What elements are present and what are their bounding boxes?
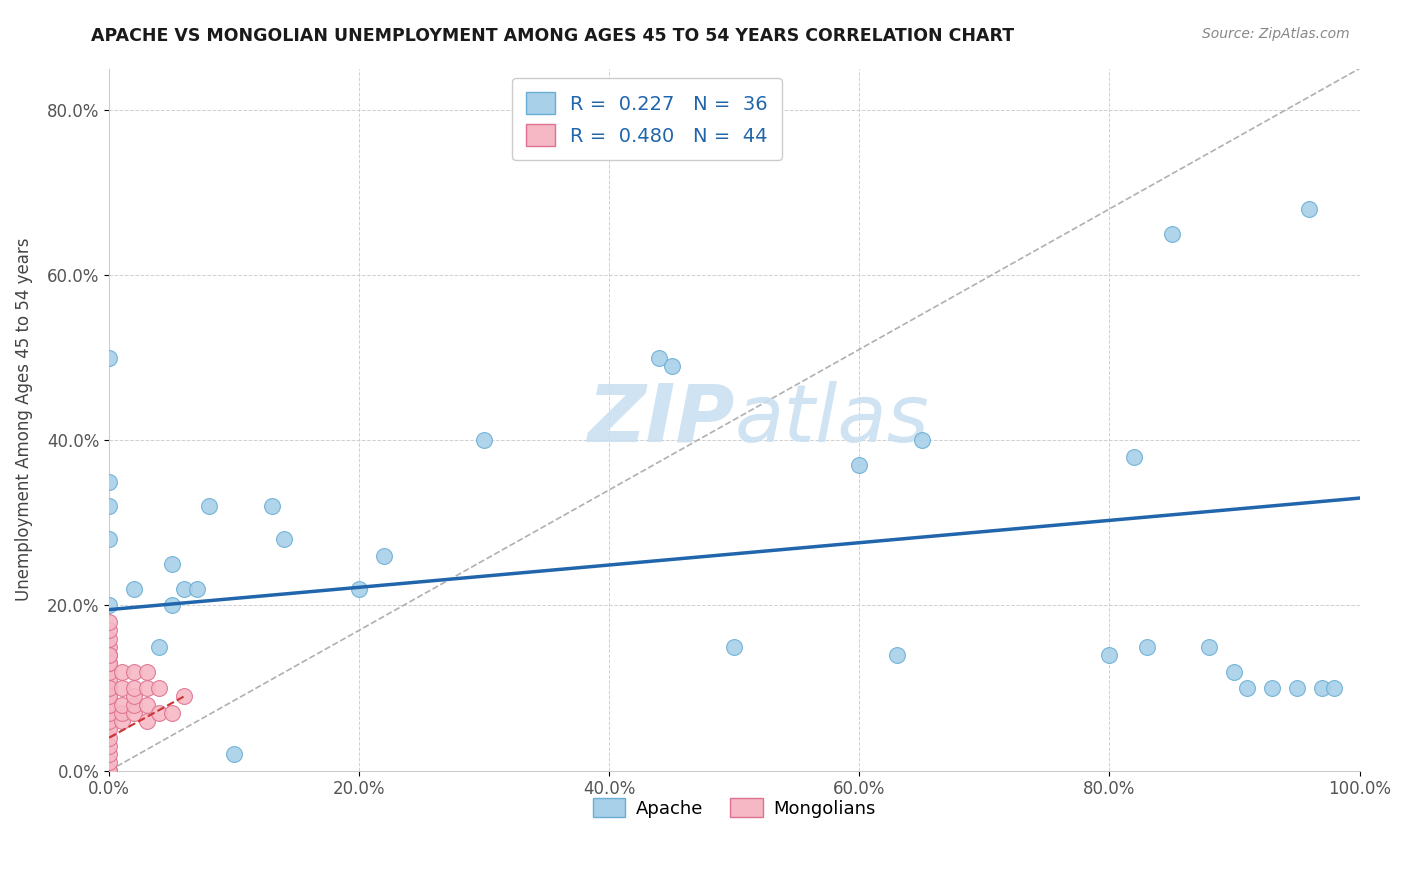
Point <box>1198 640 1220 654</box>
Point <box>1298 202 1320 216</box>
Point <box>98 681 121 695</box>
Point <box>98 681 121 695</box>
Text: Source: ZipAtlas.com: Source: ZipAtlas.com <box>1202 27 1350 41</box>
Point <box>98 351 121 365</box>
Point <box>98 690 121 704</box>
Point <box>1236 681 1258 695</box>
Point <box>98 475 121 489</box>
Point <box>472 434 495 448</box>
Point <box>122 582 145 596</box>
Point <box>98 648 121 662</box>
Point <box>110 681 132 695</box>
Point <box>98 764 121 778</box>
Point <box>110 665 132 679</box>
Point <box>198 500 221 514</box>
Point <box>648 351 671 365</box>
Point <box>886 648 908 662</box>
Point <box>98 624 121 638</box>
Point <box>135 714 157 728</box>
Point <box>98 756 121 770</box>
Text: atlas: atlas <box>734 381 929 458</box>
Point <box>122 681 145 695</box>
Point <box>160 557 183 571</box>
Point <box>1223 665 1246 679</box>
Point <box>98 731 121 745</box>
Point <box>911 434 934 448</box>
Point <box>260 500 283 514</box>
Point <box>98 500 121 514</box>
Point <box>98 673 121 687</box>
Point <box>98 764 121 778</box>
Point <box>661 359 683 373</box>
Point <box>122 698 145 712</box>
Point <box>122 665 145 679</box>
Point <box>122 706 145 720</box>
Point <box>98 723 121 737</box>
Point <box>1310 681 1333 695</box>
Point <box>1098 648 1121 662</box>
Point <box>224 747 246 761</box>
Point <box>1123 450 1146 464</box>
Point <box>98 706 121 720</box>
Point <box>98 533 121 547</box>
Point <box>373 549 395 563</box>
Point <box>1285 681 1308 695</box>
Point <box>110 706 132 720</box>
Point <box>98 632 121 646</box>
Point <box>98 615 121 629</box>
Point <box>1136 640 1159 654</box>
Point <box>98 698 121 712</box>
Point <box>98 698 121 712</box>
Point <box>148 640 170 654</box>
Point <box>723 640 745 654</box>
Point <box>98 640 121 654</box>
Point <box>173 690 195 704</box>
Point <box>98 657 121 671</box>
Point <box>98 599 121 613</box>
Point <box>160 599 183 613</box>
Point <box>98 747 121 761</box>
Point <box>1323 681 1346 695</box>
Point <box>98 714 121 728</box>
Point <box>135 665 157 679</box>
Point <box>273 533 295 547</box>
Text: ZIP: ZIP <box>586 381 734 458</box>
Point <box>160 706 183 720</box>
Point <box>98 690 121 704</box>
Legend: Apache, Mongolians: Apache, Mongolians <box>585 790 883 825</box>
Point <box>186 582 208 596</box>
Point <box>98 648 121 662</box>
Point <box>1161 227 1184 241</box>
Point <box>98 739 121 753</box>
Point <box>1261 681 1284 695</box>
Point <box>848 458 870 472</box>
Point <box>347 582 370 596</box>
Point <box>135 698 157 712</box>
Point <box>98 665 121 679</box>
Point <box>122 690 145 704</box>
Point <box>98 657 121 671</box>
Point <box>110 714 132 728</box>
Point <box>148 706 170 720</box>
Text: APACHE VS MONGOLIAN UNEMPLOYMENT AMONG AGES 45 TO 54 YEARS CORRELATION CHART: APACHE VS MONGOLIAN UNEMPLOYMENT AMONG A… <box>91 27 1015 45</box>
Point <box>110 698 132 712</box>
Point <box>98 764 121 778</box>
Y-axis label: Unemployment Among Ages 45 to 54 years: Unemployment Among Ages 45 to 54 years <box>15 238 32 601</box>
Point <box>173 582 195 596</box>
Point <box>135 681 157 695</box>
Point <box>148 681 170 695</box>
